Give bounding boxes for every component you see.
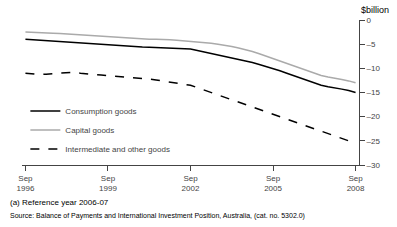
svg-text:Sep2008: Sep2008 [347,174,365,193]
svg-text:Capital goods: Capital goods [65,126,114,135]
svg-text:–5: –5 [367,40,376,49]
svg-text:0: 0 [367,16,372,25]
svg-text:–10: –10 [367,64,381,73]
svg-text:Source: Balance of Payments an: Source: Balance of Payments and Internat… [10,212,305,220]
svg-text:–30: –30 [367,161,381,170]
svg-text:–20: –20 [367,112,381,121]
svg-text:(a) Reference year 2006-07: (a) Reference year 2006-07 [10,198,109,207]
svg-text:$billion: $billion [361,5,389,15]
svg-text:–15: –15 [367,88,381,97]
svg-text:–25: –25 [367,137,381,146]
svg-text:Sep1999: Sep1999 [99,174,117,193]
svg-text:Consumption goods: Consumption goods [65,107,136,116]
svg-text:Sep2005: Sep2005 [264,174,282,193]
svg-text:Sep2002: Sep2002 [182,174,200,193]
svg-text:Sep1996: Sep1996 [17,174,35,193]
svg-text:Intermediate and other goods: Intermediate and other goods [65,145,170,154]
